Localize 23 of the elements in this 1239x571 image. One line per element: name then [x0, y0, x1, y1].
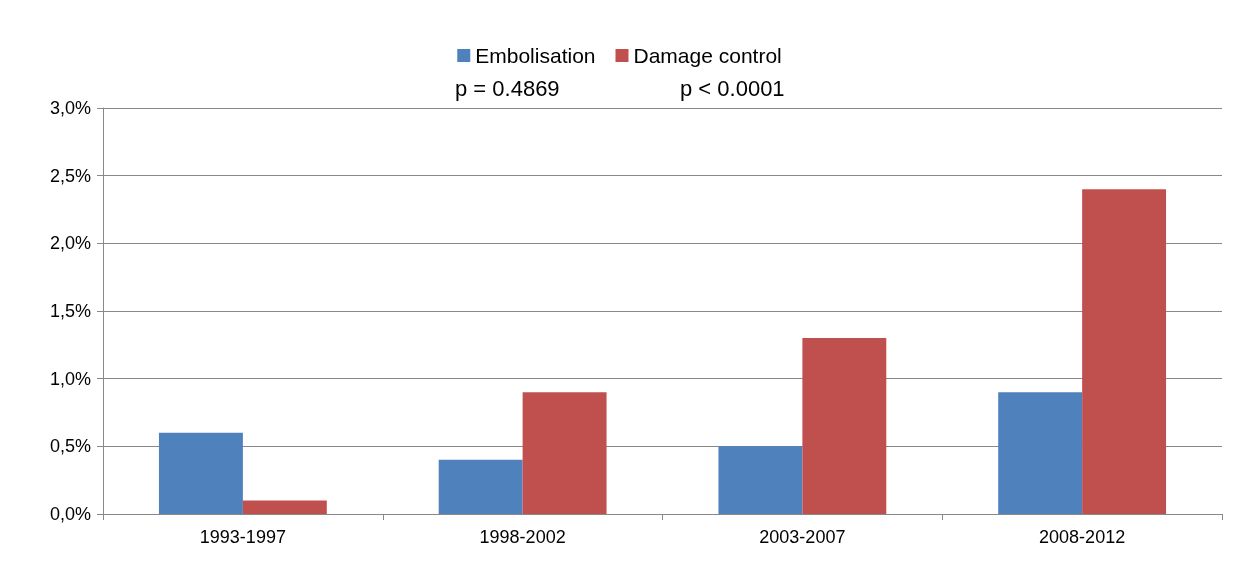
legend-label: Embolisation — [475, 44, 596, 67]
bar — [242, 500, 327, 514]
bar — [158, 432, 243, 514]
bar — [718, 446, 803, 514]
y-tick-label: 0,5% — [49, 436, 91, 457]
y-tick-label: 3,0% — [49, 98, 91, 118]
bar — [802, 338, 887, 514]
x-tick-label: 1998-2002 — [479, 527, 566, 547]
bar — [998, 392, 1083, 514]
y-tick-label: 1,5% — [49, 301, 91, 321]
y-tick-label: 2,5% — [49, 165, 91, 186]
legend-label: Damage control — [633, 44, 782, 67]
x-tick-label: 1993-1997 — [199, 527, 286, 547]
bar — [522, 392, 607, 514]
x-tick-label: 2008-2012 — [1039, 527, 1126, 547]
text: p < 0.0001 — [680, 75, 785, 101]
bar — [1082, 189, 1167, 514]
bar — [438, 459, 523, 514]
x-tick-label: 2003-2007 — [759, 527, 846, 547]
y-tick-label: 2,0% — [49, 233, 91, 254]
text: p = 0.4869 — [455, 75, 560, 101]
y-tick-label: 0,0% — [49, 504, 91, 524]
y-tick-label: 1,0% — [49, 368, 91, 389]
